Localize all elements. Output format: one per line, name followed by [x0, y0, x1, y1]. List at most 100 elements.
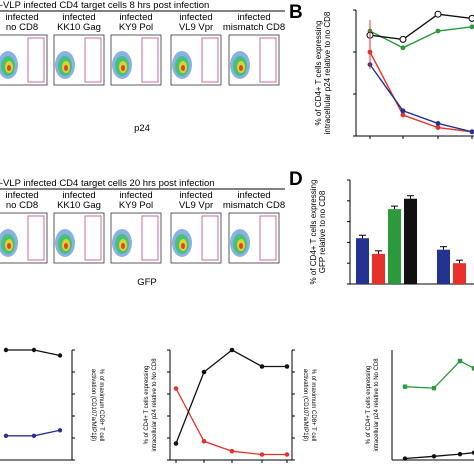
y-axis-label-line: intracellular p24 relative to No CD8 [374, 358, 380, 452]
y2-axis-label: % of maximum CD8+ T cellactivation (CD10… [90, 369, 104, 442]
flow-gate [141, 215, 159, 261]
condition-label-line: infected [5, 190, 38, 201]
flow-gate [27, 215, 45, 261]
data-point-blue [31, 433, 37, 438]
condition-label-line: infected [119, 12, 152, 23]
chart-e1: % of maximum CD8+ T cellactivation (CD10… [0, 347, 104, 461]
condition-label-line: no CD8 [6, 200, 38, 211]
condition-label-line: no CD8 [6, 22, 38, 33]
condition-label-line: infected [237, 190, 270, 201]
condition-label-line: infected [62, 12, 95, 23]
flow-density-core [7, 243, 11, 249]
series-line-black [404, 452, 474, 460]
bar-blue [437, 249, 450, 284]
data-point-black [284, 364, 290, 369]
condition-label: infected VL9 Vpr [179, 12, 213, 33]
chart-e3: % of CD4+ T cells expressing intracellula… [366, 350, 474, 461]
data-point-black [431, 454, 437, 459]
data-point-green [431, 385, 437, 391]
condition-label-line: KK10 Gag [57, 200, 101, 211]
condition-label-line: mismatch CD8 [223, 22, 285, 33]
series-line-green [369, 26, 473, 49]
y-axis-label-line: intracellular p24 relative to No CD8 [152, 358, 158, 452]
data-point-green [471, 366, 474, 371]
data-point-black [31, 347, 37, 353]
condition-label-line: KY9 Pol [119, 22, 153, 33]
data-point-black [399, 35, 407, 43]
y2-axis-label-line: activation (CD107a/MIP1β) [302, 369, 308, 441]
condition-label: infected no CD8 [5, 190, 38, 211]
panel-c-xlabel: GFP [137, 277, 157, 288]
data-point-black [173, 441, 179, 446]
flow-density-core [64, 243, 68, 249]
panel-c-title: V-VLP infected CD4 target cells 20 hrs p… [0, 178, 215, 189]
bar-blue [356, 238, 369, 284]
data-point-red [284, 452, 290, 457]
panel-a-title: V-VLP infected CD4 target cells 8 hrs po… [0, 0, 209, 11]
condition-label: infected KK10 Gag [57, 190, 101, 211]
series-line-green [404, 360, 474, 389]
condition-label: infected mismatch CD8 [223, 190, 285, 211]
y2-axis-label-line: activation (CD107a/MIP1β) [90, 369, 96, 441]
panel-label-d: D [289, 169, 303, 190]
flow-density-core [121, 243, 125, 249]
chart-d: % of CD4+ T cells expressingGFP relative… [309, 179, 474, 285]
condition-label-line: infected [62, 190, 95, 201]
flow-gate [84, 215, 102, 261]
condition-label-line: infected [5, 12, 38, 23]
condition-label-line: infected [179, 190, 212, 201]
data-point-red [435, 125, 441, 130]
flow-gate [27, 37, 45, 83]
flow-density-core [239, 65, 243, 71]
flow-gate [84, 37, 102, 83]
data-point-red [229, 448, 235, 454]
series-line-red [369, 51, 473, 133]
y-axis-label-line: % of CD4+ T cells expressing [314, 21, 323, 126]
bar-black [404, 198, 417, 284]
chart-b: % of CD4+ T cells expressingintracellula… [314, 9, 474, 139]
bar-red [453, 263, 466, 284]
flow-density-core [181, 243, 185, 249]
y-axis-label-line: intracellular p24 relative to no CD8 [323, 11, 332, 134]
series-line-blue [369, 64, 473, 133]
condition-label-line: infected [179, 12, 212, 23]
y-axis-label-line: % of CD4+ T cells expressing [309, 180, 318, 285]
data-point-blue [435, 121, 441, 126]
chart-e2: % of CD4+ T cells expressing intracellula… [144, 347, 316, 463]
data-point-black [471, 450, 474, 455]
condition-label: infected KY9 Pol [119, 190, 153, 211]
panel-label-b: B [289, 2, 303, 23]
flow-gate [201, 215, 219, 261]
condition-label: infected VL9 Vpr [179, 190, 213, 211]
data-point-black [402, 456, 408, 461]
data-point-blue [469, 129, 474, 135]
flow-gate [201, 37, 219, 83]
data-point-blue [400, 108, 406, 114]
flow-density-core [181, 65, 185, 71]
data-point-black [434, 10, 442, 18]
flow-density-core [121, 65, 125, 71]
y2-axis-label: % of maximum CD8+ T cellactivation (CD10… [302, 369, 316, 442]
condition-label-line: infected [237, 12, 270, 23]
y2-axis-label-line: % of maximum CD8+ T cell [98, 369, 104, 442]
data-point-black [201, 369, 207, 375]
data-point-blue [57, 428, 63, 433]
condition-label-line: mismatch CD8 [223, 200, 285, 211]
condition-label-line: VL9 Vpr [179, 200, 213, 211]
data-point-green [469, 24, 474, 30]
data-point-black [259, 364, 265, 369]
condition-label: infected mismatch CD8 [223, 12, 285, 33]
condition-label-line: KK10 Gag [57, 22, 101, 33]
data-point-green [402, 384, 408, 389]
flow-gate [141, 37, 159, 83]
data-point-blue [3, 433, 9, 438]
data-point-black [468, 14, 474, 22]
data-point-green [435, 28, 441, 34]
series-line-black [175, 349, 287, 444]
data-point-red [201, 439, 207, 444]
data-point-black [3, 347, 9, 353]
data-point-green [400, 45, 406, 51]
data-point-black [457, 451, 463, 457]
